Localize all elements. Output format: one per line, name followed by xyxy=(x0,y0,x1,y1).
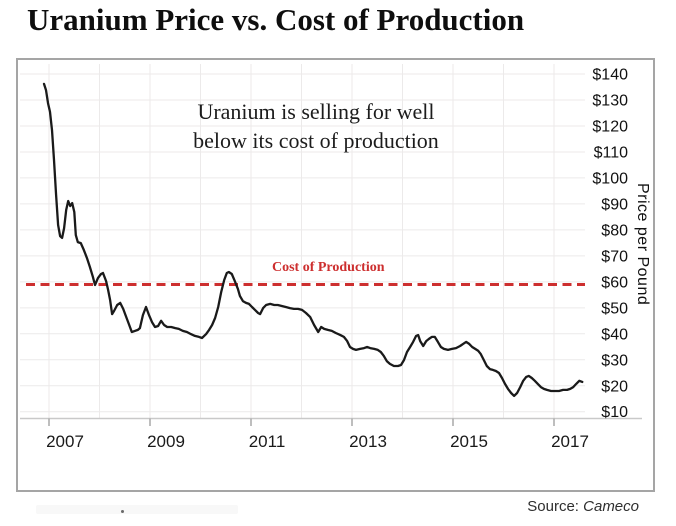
x-tick-label: 2015 xyxy=(450,432,488,451)
y-tick-label: $140 xyxy=(592,67,628,84)
source-prefix: Source: xyxy=(527,498,579,515)
artifact-dot xyxy=(121,510,124,513)
uranium-price-line xyxy=(42,82,584,398)
chart-frame xyxy=(16,58,655,492)
x-tick-label: 2011 xyxy=(249,432,286,451)
x-tick-label: 2017 xyxy=(551,432,589,451)
y-tick-label: $100 xyxy=(592,170,628,187)
y-tick-label: $110 xyxy=(594,144,629,161)
chart-annotation: Uranium is selling for well below its co… xyxy=(158,97,474,155)
y-tick-label: $90 xyxy=(601,196,628,213)
annotation-line-1: Uranium is selling for well xyxy=(197,99,435,124)
y-tick-label: $80 xyxy=(601,222,628,239)
source-name: Cameco xyxy=(583,498,639,515)
x-tick-label: 2009 xyxy=(147,432,185,451)
y-tick-label: $120 xyxy=(592,118,628,135)
source-credit: Source: Cameco xyxy=(527,498,639,515)
x-tick-label: 2007 xyxy=(46,432,84,451)
page-title: Uranium Price vs. Cost of Production xyxy=(27,2,525,37)
x-tick-label: 2013 xyxy=(349,432,387,451)
y-tick-label: $40 xyxy=(601,326,628,343)
y-tick-label: $70 xyxy=(601,248,628,265)
y-tick-label: $10 xyxy=(601,404,628,421)
y-tick-label: $20 xyxy=(601,378,628,395)
y-tick-label: $50 xyxy=(601,300,628,317)
y-axis-title: Price per Pound xyxy=(634,183,651,306)
cost-of-production-label: Cost of Production xyxy=(272,260,385,275)
y-tick-label: $30 xyxy=(601,352,628,369)
compression-artifact-smudge xyxy=(36,505,238,514)
y-tick-label: $60 xyxy=(601,274,628,291)
y-tick-label: $130 xyxy=(592,92,628,109)
annotation-line-2: below its cost of production xyxy=(193,128,439,153)
